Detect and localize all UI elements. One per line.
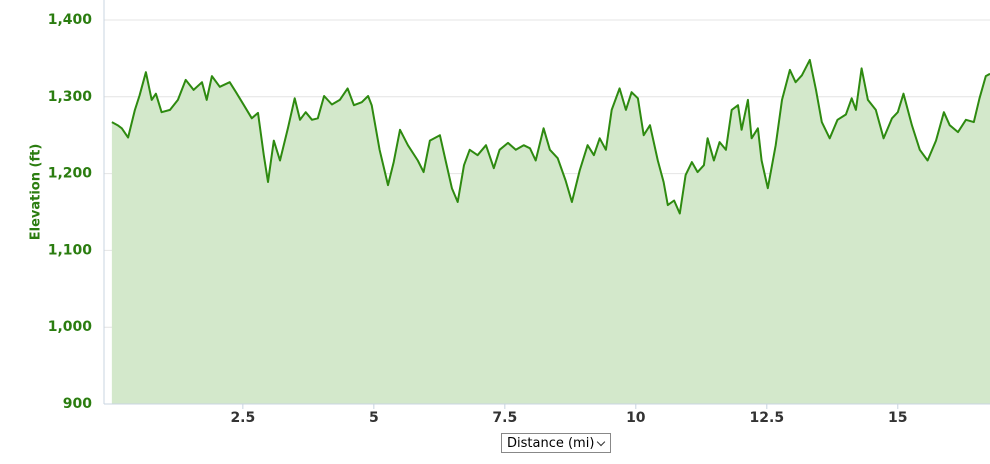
x-tick-label: 5 [369, 410, 379, 426]
y-tick-label: 1,200 [48, 166, 93, 182]
y-tick-label: 1,400 [48, 12, 93, 28]
y-tick-label: 1,100 [48, 242, 93, 258]
y-tick-label: 1,300 [48, 89, 93, 105]
x-tick-label: 2.5 [230, 410, 255, 426]
area-fill [111, 59, 990, 405]
y-axis-label: Elevation (ft) [29, 144, 44, 241]
elevation-line [111, 58, 990, 215]
y-tick-label: 1,000 [48, 319, 93, 335]
x-tick-label: 15 [888, 410, 907, 426]
x-axis-selector[interactable]: Distance (mi) [501, 433, 611, 453]
x-tick-label: 7.5 [492, 410, 517, 426]
x-tick-label: 10 [626, 410, 646, 426]
y-tick-label: 900 [63, 396, 92, 412]
x-tick-label: 12.5 [750, 410, 785, 426]
